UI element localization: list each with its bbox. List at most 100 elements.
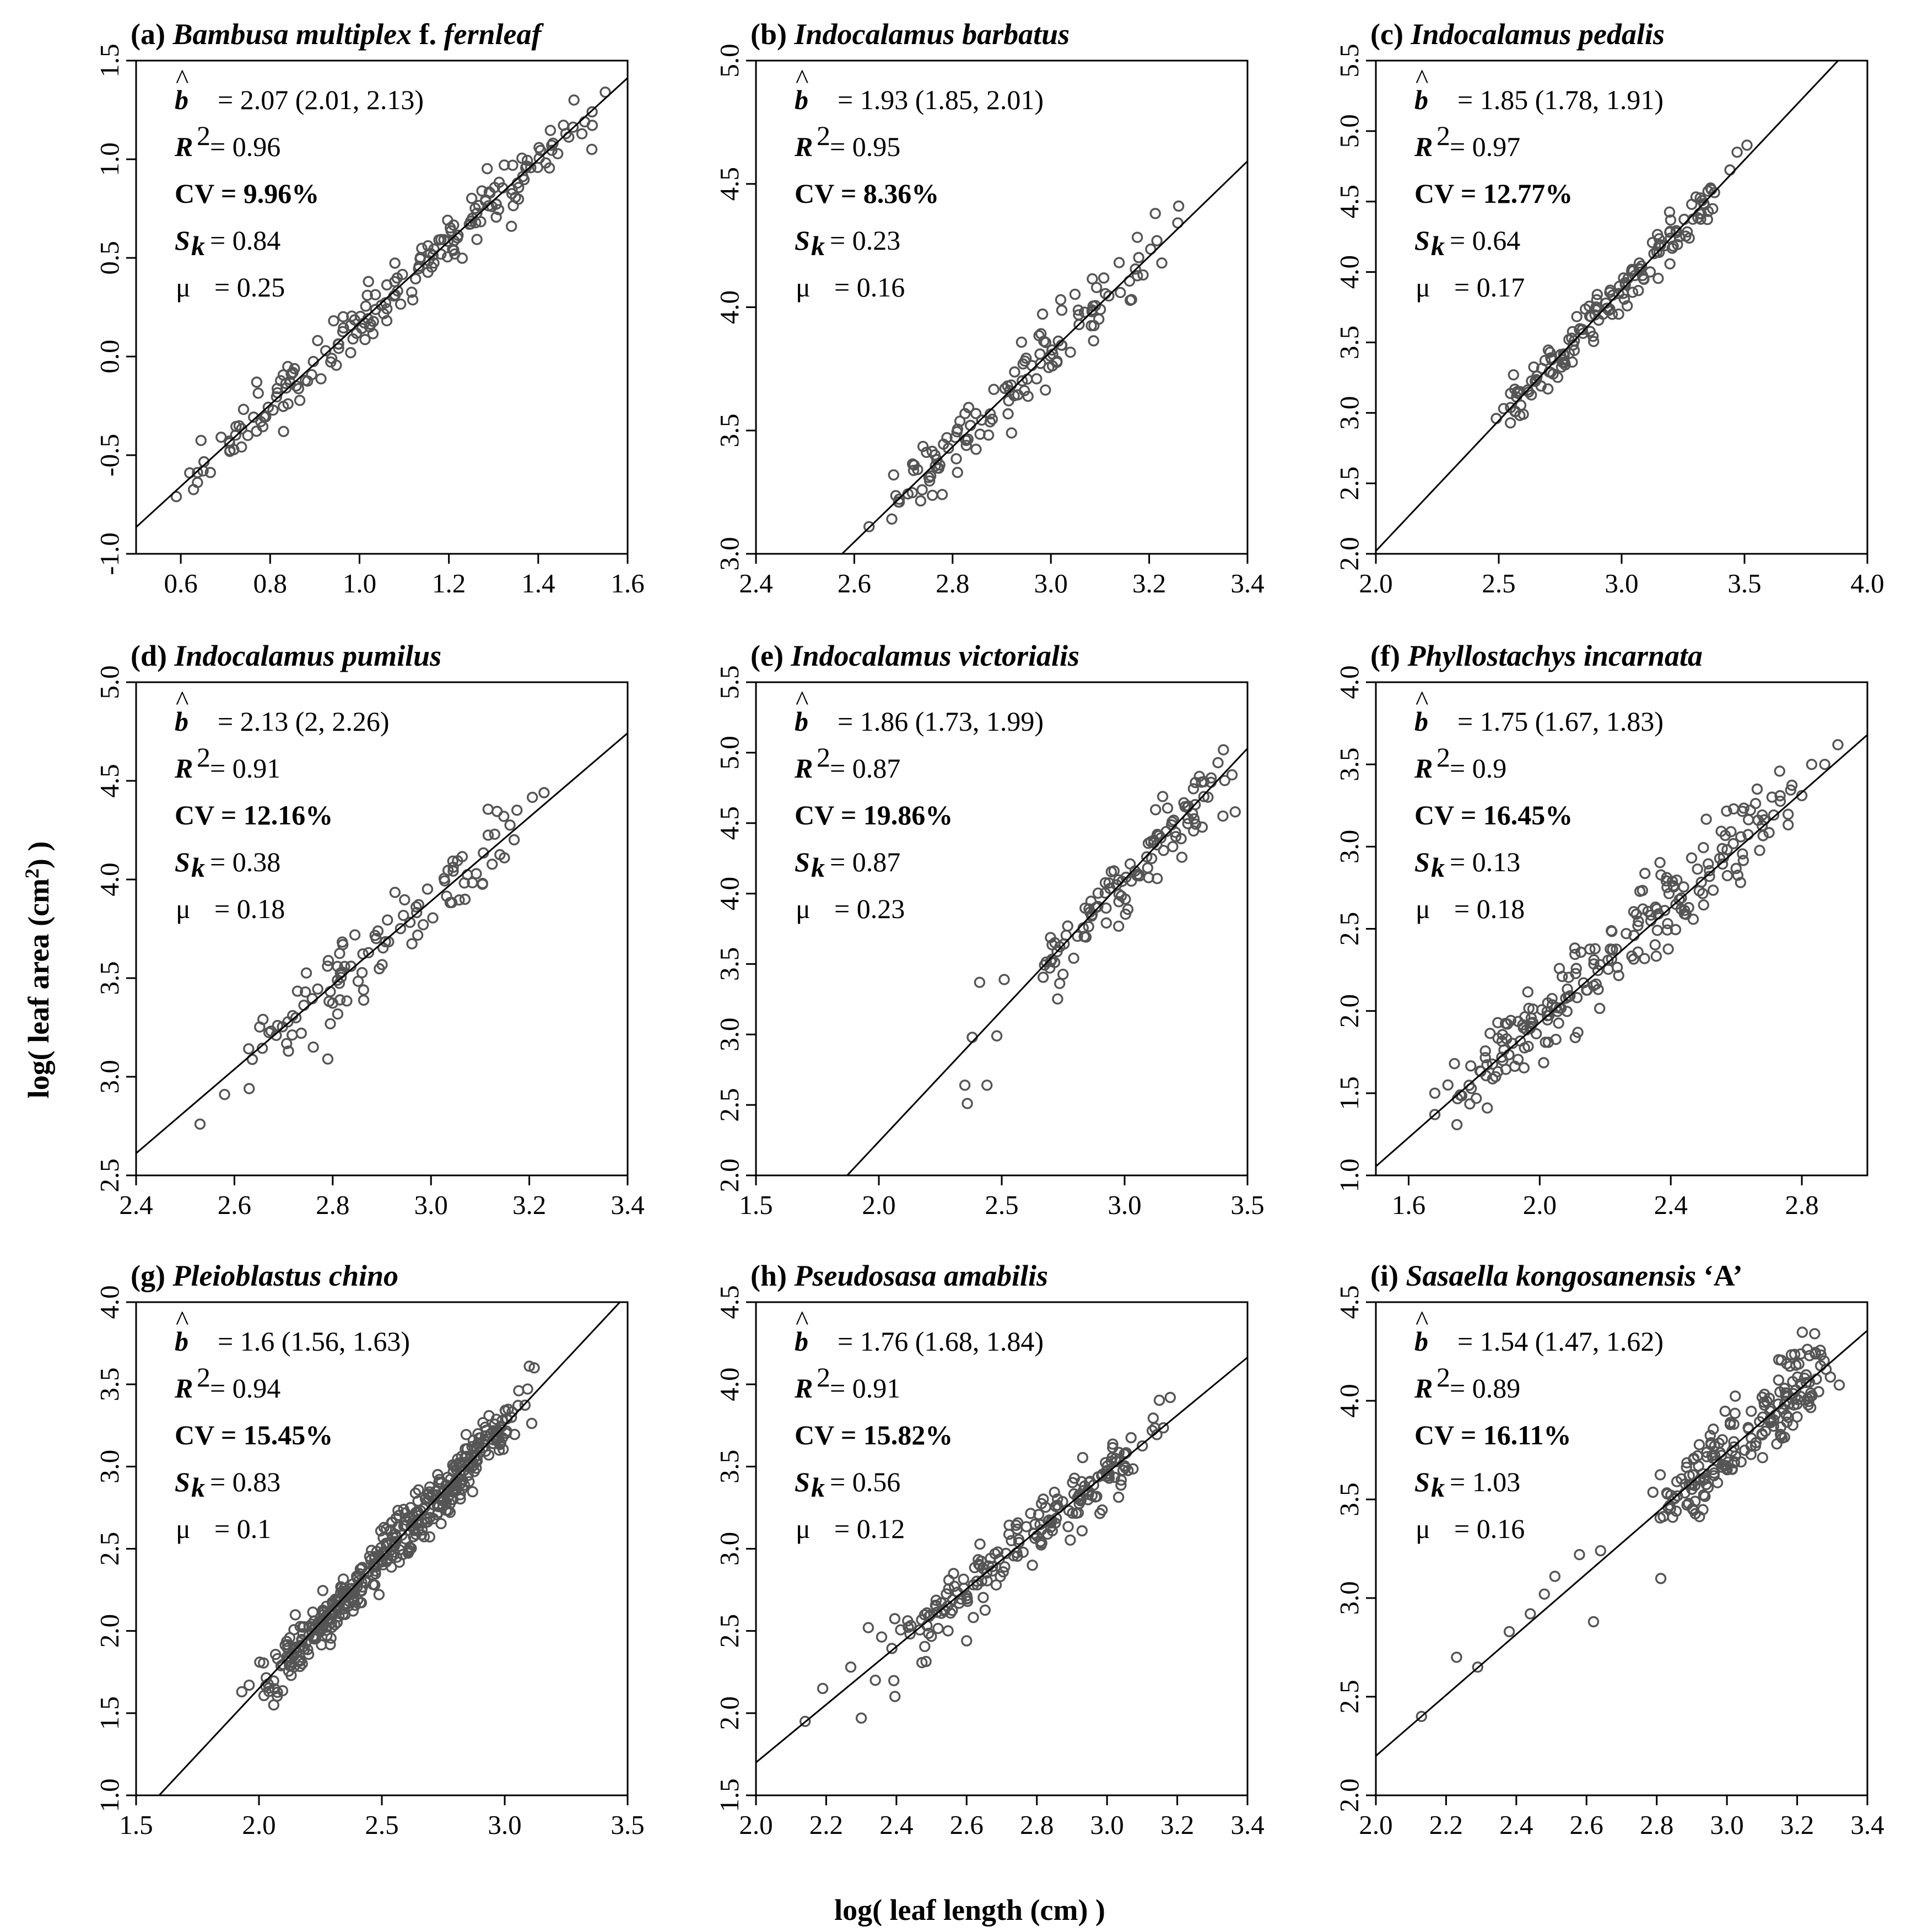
data-point [283,1045,294,1057]
x-tick-label: 2.8 [1785,1190,1818,1220]
y-tick-label: 4.5 [714,806,744,840]
data-point [979,1604,991,1616]
data-point [1780,1409,1792,1421]
data-point [415,1529,428,1541]
data-point [422,240,434,252]
y-axis-label: log( leaf area (cm2) ) [21,841,55,1099]
data-point [1173,200,1185,212]
data-point [338,1583,350,1595]
cv-label: CV = 16.11% [1414,1420,1571,1450]
data-point [1581,984,1593,996]
data-point [1655,1573,1667,1584]
data-point [1783,1411,1794,1423]
data-point [817,1682,829,1694]
x-tick-label: 3.0 [1108,1190,1141,1220]
data-point [1707,884,1719,896]
data-point [1058,938,1070,950]
panel-letter: (g) [131,1259,172,1292]
data-point [959,408,971,419]
data-point [902,1615,914,1627]
data-point [435,1518,447,1530]
data-point [1693,1439,1705,1450]
y-tick-label: 3.5 [714,414,744,447]
x-tick-label: 3.2 [1160,1810,1194,1840]
data-point [300,967,312,979]
data-points [194,787,550,1130]
mu-value: = 0.16 [1454,1513,1525,1544]
data-point [392,1504,404,1517]
data-point [412,929,424,941]
data-point [1661,872,1673,883]
data-point [257,1013,269,1026]
data-point [1043,1515,1054,1527]
data-point [471,234,483,245]
data-point [295,1027,307,1039]
data-point [493,1444,505,1456]
data-point [1655,869,1667,881]
data-point [920,1655,932,1667]
x-tick-label: 2.0 [1523,1190,1557,1220]
data-point [1103,290,1115,302]
data-point [1540,1037,1551,1048]
data-point [1590,978,1602,990]
data-point [1664,226,1676,238]
data-point [1702,858,1714,870]
data-point [1100,917,1112,929]
b-hat-caret: ^ [1416,685,1428,716]
data-point [970,444,982,455]
data-point [1517,1022,1530,1034]
panel-letter: (f) [1370,639,1407,672]
data-point [325,1018,336,1030]
data-point [406,287,418,298]
data-point [1416,1710,1428,1723]
data-point [1570,963,1582,974]
data-point [1202,791,1214,803]
data-point [1763,827,1775,839]
data-point [1613,970,1624,981]
y-tick-label: 4.0 [1334,665,1364,699]
data-point [395,298,407,310]
sk-value: = 0.87 [830,846,900,877]
y-tick-label: 4.0 [714,1368,744,1401]
data-point [982,429,995,441]
cv-label: CV = 16.45% [1414,800,1573,830]
y-tick-label: -0.5 [94,434,125,477]
data-point [307,1041,319,1053]
data-point [1649,939,1661,951]
data-point [991,1030,1003,1042]
y-tick-label: 5.5 [1334,44,1364,77]
data-point [936,489,948,500]
data-point [1621,927,1632,940]
data-point [1773,1374,1785,1386]
data-point [1035,1539,1047,1551]
data-point [1652,273,1664,284]
data-point [981,1080,993,1091]
data-point [1481,1102,1493,1114]
data-point [1587,336,1600,347]
x-tick-label: 1.4 [521,568,555,598]
data-point [294,395,306,406]
y-tick-label: 3.5 [94,961,125,995]
data-point [1630,908,1642,920]
data-point [961,1635,973,1647]
data-point [437,1487,449,1499]
species-name: Indocalamus pumilus [174,639,442,672]
data-point [1025,1508,1036,1519]
data-point [472,1438,483,1450]
data-point [493,204,505,215]
data-point [1574,1548,1585,1561]
data-point [399,894,411,906]
data-point [1065,347,1076,358]
panel-title: (e) Indocalamus victorialis [750,639,1079,672]
data-point [465,218,477,230]
x-tick-label: 3.0 [1090,1810,1124,1840]
data-point [1708,1423,1719,1435]
data-point [1219,775,1230,786]
data-point [374,963,385,975]
data-point [322,954,334,967]
data-point [1591,289,1603,300]
data-point [312,983,323,995]
x-tick-label: 1.6 [1392,1190,1425,1220]
data-point [926,445,938,457]
panel-letter: (h) [750,1259,795,1292]
